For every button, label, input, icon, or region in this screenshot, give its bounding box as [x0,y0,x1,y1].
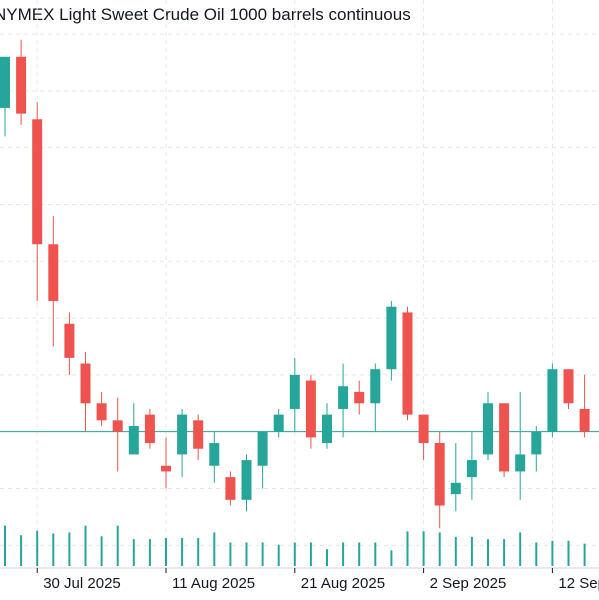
candle-down [402,312,413,415]
candle-down [305,380,316,438]
candle-down [80,363,91,404]
candle-down [579,408,590,432]
candle-up [338,386,349,409]
x-tick-label: 2 Sep 2025 [430,575,507,592]
candle-down [16,56,27,114]
candle-down [32,119,43,245]
candle-up [209,443,220,466]
candle-down [112,420,123,432]
candle-up [450,482,461,495]
candle-up [289,374,300,409]
candle-down [96,403,107,421]
candle-down [225,477,236,500]
candle-up [273,414,284,432]
candle-up [0,56,10,108]
candle-down [48,244,59,302]
grid [0,0,599,568]
candle-up [128,426,139,455]
candle-up [241,460,252,500]
x-axis: 30 Jul 2025 11 Aug 2025 21 Aug 2025 2 Sep 2… [0,567,599,592]
x-tick-label: 12 Sep 2025 [558,575,599,592]
volume-bars [4,525,586,566]
candle-up [322,414,332,444]
candle-up [531,431,542,455]
candle-up [466,460,477,478]
candle-up [515,454,526,472]
candle-down [144,414,155,444]
chart-title: NYMEX Light Sweet Crude Oil 1000 barrels… [0,5,411,24]
candle-down [161,465,171,472]
candle-down [434,443,445,506]
candle-up [370,369,381,404]
x-tick-label: 11 Aug 2025 [172,575,255,592]
candle-up [547,369,558,432]
candle-up [177,414,188,455]
x-tick-label: 30 Jul 2025 [43,575,121,592]
candle-up [483,403,493,455]
candle-down [563,369,574,404]
candle-down [193,420,204,449]
candle-down [418,414,429,444]
candle-up [257,431,268,466]
x-tick-label: 21 Aug 2025 [301,575,385,592]
candle-up [386,306,397,370]
candle-down [64,323,75,358]
candle-down [354,391,365,404]
candles [0,39,590,529]
candle-down [499,403,510,472]
